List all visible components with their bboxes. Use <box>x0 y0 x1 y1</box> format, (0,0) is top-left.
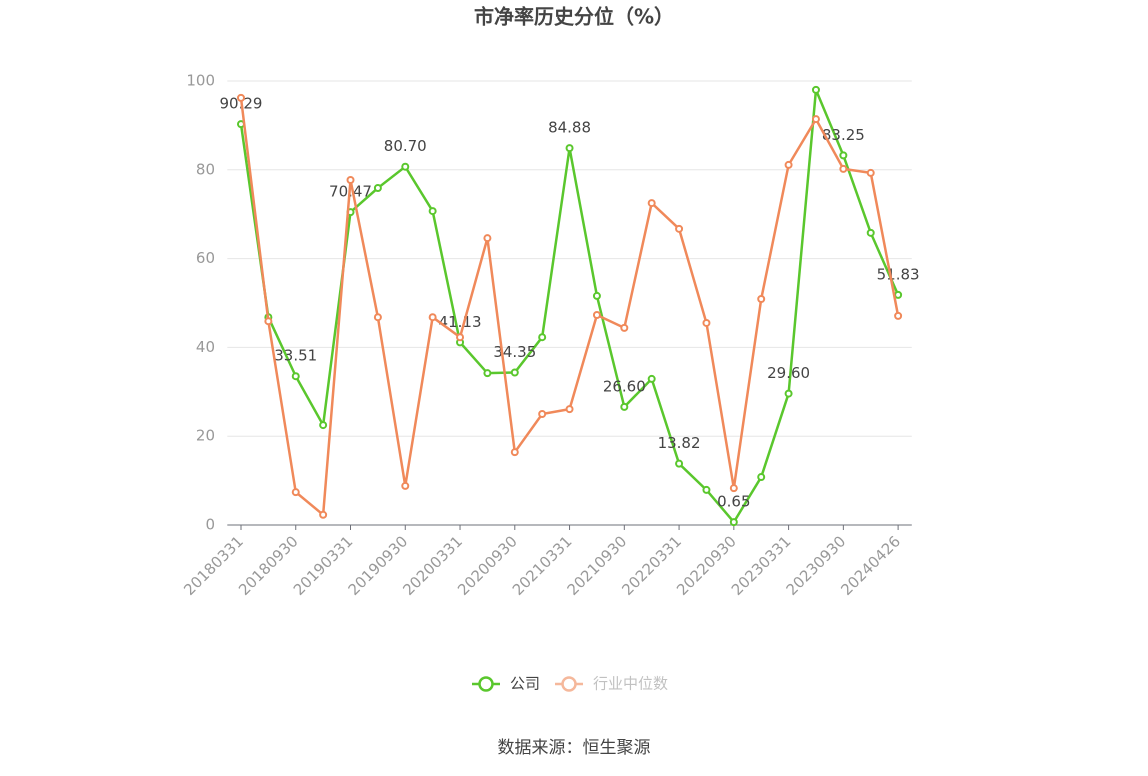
point <box>346 176 355 185</box>
point <box>702 485 711 494</box>
x-tick-label: 20240426 <box>837 532 904 599</box>
data-label: 83.25 <box>822 126 865 144</box>
data-label: 0.65 <box>717 493 750 511</box>
point <box>729 518 738 527</box>
point <box>757 473 766 482</box>
legend-item: 行业中位数 <box>555 675 668 693</box>
data-label: 29.60 <box>767 364 810 382</box>
point <box>401 481 410 490</box>
y-tick-label: 60 <box>196 249 215 267</box>
point <box>264 317 273 326</box>
legend-label: 行业中位数 <box>593 675 668 693</box>
data-label: 26.60 <box>603 377 646 395</box>
point <box>592 310 601 319</box>
point <box>538 410 547 418</box>
point <box>866 228 875 237</box>
point <box>319 510 328 519</box>
point <box>784 160 793 169</box>
y-tick-label: 100 <box>186 72 215 90</box>
point <box>565 405 574 414</box>
point <box>510 448 519 457</box>
point <box>894 290 903 299</box>
point <box>291 372 300 381</box>
point <box>483 369 492 378</box>
point <box>811 115 820 124</box>
point <box>428 207 437 216</box>
point <box>401 162 410 171</box>
point <box>839 151 848 160</box>
data-label: 80.70 <box>384 137 427 155</box>
source-note: 数据来源：恒生聚源 <box>498 738 651 758</box>
data-label: 13.82 <box>658 434 701 452</box>
legend-item: 公司 <box>472 675 540 693</box>
point <box>565 144 574 153</box>
point <box>647 374 656 383</box>
y-tick-label: 20 <box>196 427 215 445</box>
point <box>373 184 382 193</box>
point <box>839 164 848 173</box>
point <box>620 323 629 332</box>
y-tick-label: 40 <box>196 338 215 356</box>
data-label: 34.35 <box>493 343 536 361</box>
point <box>373 313 382 322</box>
point <box>757 295 766 304</box>
point <box>592 291 601 300</box>
point <box>428 313 437 322</box>
point <box>866 168 875 177</box>
chart-title: 市净率历史分位（%） <box>474 5 674 29</box>
point <box>319 421 328 430</box>
y-tick-label: 0 <box>205 516 215 534</box>
legend-marker <box>561 676 577 692</box>
point <box>729 484 738 493</box>
point <box>811 85 820 94</box>
point <box>620 402 629 411</box>
point <box>483 234 492 243</box>
point <box>647 199 656 208</box>
point <box>291 488 300 497</box>
legend-marker <box>478 676 494 692</box>
point <box>538 333 547 342</box>
point <box>702 318 711 327</box>
y-tick-label: 80 <box>196 160 215 178</box>
point <box>675 224 684 233</box>
legend-label: 公司 <box>510 675 540 693</box>
point <box>675 459 684 468</box>
data-label: 33.51 <box>274 347 317 365</box>
point <box>236 93 245 102</box>
point <box>510 368 519 377</box>
point <box>894 311 903 320</box>
point <box>784 389 793 398</box>
data-label: 41.13 <box>439 313 482 331</box>
data-label: 84.88 <box>548 119 591 137</box>
data-label: 51.83 <box>877 265 920 283</box>
series-line <box>239 97 900 518</box>
point <box>456 333 465 342</box>
